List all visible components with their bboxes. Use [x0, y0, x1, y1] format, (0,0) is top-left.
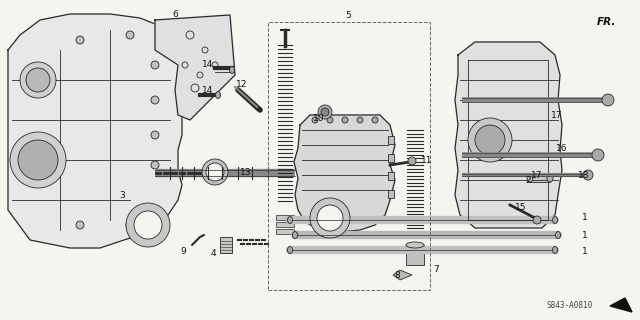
- Text: 2: 2: [525, 175, 531, 185]
- Text: 17: 17: [551, 110, 563, 119]
- Ellipse shape: [552, 217, 557, 223]
- Bar: [268, 22, 430, 290]
- Circle shape: [76, 36, 84, 44]
- Text: 17: 17: [531, 171, 543, 180]
- Circle shape: [468, 118, 512, 162]
- Circle shape: [151, 96, 159, 104]
- Circle shape: [202, 159, 228, 185]
- Text: 10: 10: [313, 114, 324, 123]
- Bar: [388, 190, 394, 198]
- Ellipse shape: [527, 174, 533, 182]
- Circle shape: [76, 221, 84, 229]
- Polygon shape: [294, 115, 395, 232]
- Ellipse shape: [230, 67, 234, 74]
- Polygon shape: [155, 15, 235, 120]
- Circle shape: [357, 117, 363, 123]
- Text: 7: 7: [433, 266, 439, 275]
- Text: S843-A0810: S843-A0810: [547, 300, 593, 309]
- Polygon shape: [455, 42, 562, 228]
- Ellipse shape: [216, 92, 221, 99]
- Bar: [530, 174, 550, 182]
- Circle shape: [151, 131, 159, 139]
- Bar: [276, 215, 294, 220]
- Text: FR.: FR.: [597, 17, 616, 27]
- Circle shape: [327, 117, 333, 123]
- Circle shape: [126, 221, 134, 229]
- Text: 15: 15: [515, 203, 527, 212]
- Circle shape: [151, 161, 159, 169]
- Circle shape: [20, 62, 56, 98]
- Ellipse shape: [292, 231, 298, 238]
- Circle shape: [310, 198, 350, 238]
- Circle shape: [602, 94, 614, 106]
- Bar: [276, 229, 294, 234]
- Bar: [276, 222, 294, 227]
- Text: 14: 14: [202, 85, 214, 94]
- Circle shape: [408, 157, 416, 165]
- Bar: [220, 237, 232, 253]
- Circle shape: [126, 203, 170, 247]
- Circle shape: [10, 132, 66, 188]
- Text: 14: 14: [202, 60, 214, 68]
- Ellipse shape: [556, 231, 561, 238]
- Circle shape: [151, 61, 159, 69]
- Text: 9: 9: [180, 246, 186, 255]
- Circle shape: [475, 125, 505, 155]
- Circle shape: [533, 216, 541, 224]
- Text: 12: 12: [236, 79, 248, 89]
- Polygon shape: [393, 270, 412, 280]
- Text: 18: 18: [579, 171, 589, 180]
- Circle shape: [318, 105, 332, 119]
- Text: 6: 6: [172, 10, 178, 19]
- Text: 13: 13: [240, 167, 252, 177]
- Circle shape: [134, 211, 162, 239]
- Text: 11: 11: [421, 156, 433, 164]
- Ellipse shape: [552, 246, 557, 253]
- Text: 3: 3: [119, 191, 125, 201]
- Text: 4: 4: [210, 249, 216, 258]
- Circle shape: [206, 163, 224, 181]
- Ellipse shape: [547, 174, 553, 182]
- Ellipse shape: [287, 217, 292, 223]
- Circle shape: [26, 68, 50, 92]
- Bar: [388, 136, 394, 144]
- Bar: [406, 245, 424, 265]
- Text: 1: 1: [582, 213, 588, 222]
- Circle shape: [372, 117, 378, 123]
- Circle shape: [18, 140, 58, 180]
- Circle shape: [342, 117, 348, 123]
- Circle shape: [317, 205, 343, 231]
- Bar: [388, 172, 394, 180]
- Circle shape: [583, 170, 593, 180]
- Circle shape: [126, 31, 134, 39]
- Text: 1: 1: [582, 247, 588, 257]
- Circle shape: [312, 117, 318, 123]
- Polygon shape: [610, 298, 632, 312]
- Polygon shape: [8, 14, 182, 248]
- Circle shape: [592, 149, 604, 161]
- Bar: [388, 154, 394, 162]
- Ellipse shape: [287, 246, 292, 253]
- Text: 1: 1: [582, 230, 588, 239]
- Circle shape: [321, 108, 329, 116]
- Text: 8: 8: [394, 271, 400, 281]
- Text: 16: 16: [556, 143, 568, 153]
- Ellipse shape: [406, 242, 424, 248]
- Text: 5: 5: [345, 11, 351, 20]
